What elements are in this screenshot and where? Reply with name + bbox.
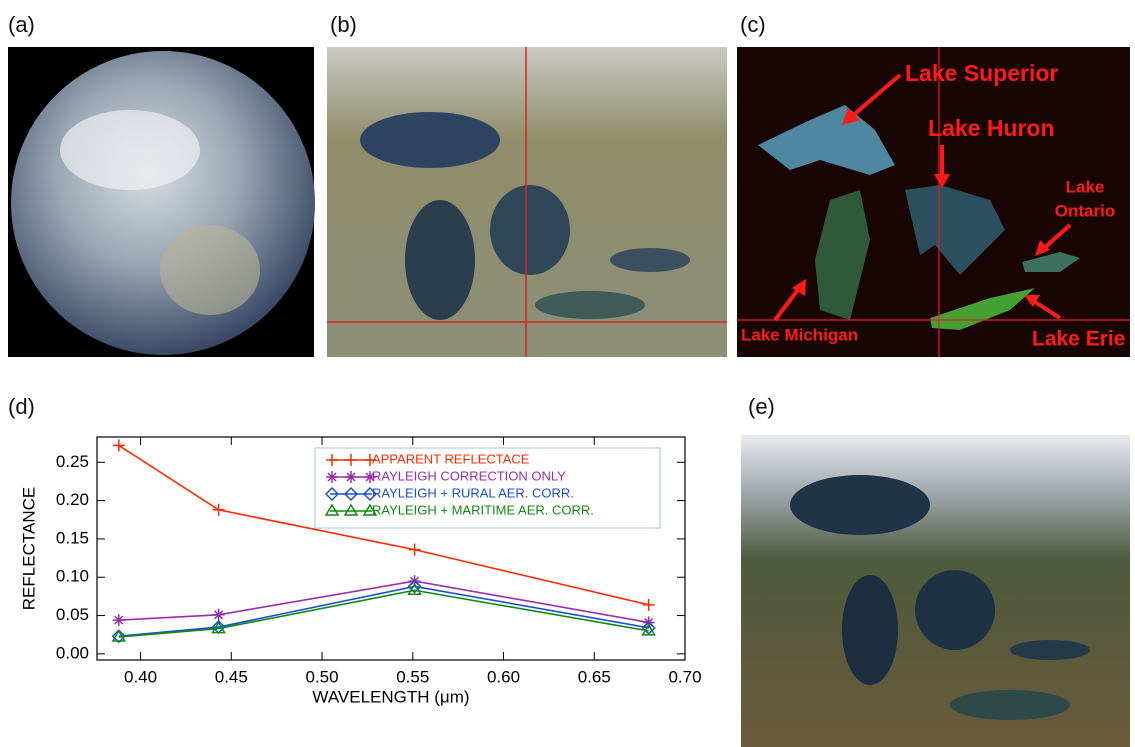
chart: 0.00 0.05 0.10 0.15 0.20 0.25 0.40 0.45 0.50 0.55… — [19, 437, 701, 706]
globe — [11, 51, 315, 355]
legend-label: APPARENT REFLECTACE — [372, 451, 530, 466]
land — [160, 225, 260, 315]
y-tick-label: 0.10 — [56, 567, 89, 586]
x-tick-label: 0.70 — [668, 667, 701, 686]
lake — [790, 475, 930, 535]
figure: (a) (b) (c) Lake Superior Lake Huron Lak… — [0, 0, 1135, 747]
legend-label: RAYLEIGH + MARITIME AER. CORR. — [372, 502, 594, 517]
x-tick-label: 0.65 — [578, 667, 611, 686]
lake — [1010, 640, 1090, 660]
lake — [535, 291, 645, 319]
annotation: Lake Michigan — [741, 325, 858, 344]
series-line — [119, 586, 649, 636]
marker — [213, 609, 225, 621]
marker — [643, 599, 655, 611]
y-tick-label: 0.15 — [56, 528, 89, 547]
x-tick-label: 0.45 — [215, 667, 248, 686]
marker — [113, 439, 125, 451]
y-tick-label: 0.20 — [56, 490, 89, 509]
y-tick-label: 0.05 — [56, 605, 89, 624]
lake — [842, 575, 898, 685]
marker — [213, 504, 225, 516]
annotation: Lake — [1066, 177, 1105, 196]
marker — [409, 544, 421, 556]
y-tick-label: 0.00 — [56, 643, 89, 662]
lake — [610, 248, 690, 272]
lake — [405, 200, 475, 320]
x-axis-label: WAVELENGTH (μm) — [312, 687, 469, 706]
lake — [360, 112, 500, 168]
legend-label: RAYLEIGH CORRECTION ONLY — [372, 468, 566, 483]
cloud — [60, 110, 200, 190]
legend-label: RAYLEIGH + RURAL AER. CORR. — [372, 485, 574, 500]
lake — [950, 690, 1070, 720]
x-tick-label: 0.40 — [124, 667, 157, 686]
series-line — [119, 581, 649, 622]
marker — [113, 614, 125, 626]
panel-label: (a) — [8, 12, 35, 37]
x-tick-label: 0.60 — [487, 667, 520, 686]
panel-label: (d) — [8, 394, 35, 419]
lake — [915, 570, 995, 650]
legend: APPARENT REFLECTACE RAYLEIGH CORRECTION O… — [315, 448, 660, 528]
y-tick-label: 0.25 — [56, 452, 89, 471]
annotation: Lake Erie — [1032, 328, 1125, 351]
panel-label: (c) — [740, 12, 766, 37]
y-axis-label: REFLECTANCE — [19, 487, 38, 610]
x-tick-label: 0.50 — [305, 667, 338, 686]
panel-label: (e) — [748, 394, 775, 419]
panel-label: (b) — [330, 12, 357, 37]
annotation: Lake Huron — [928, 115, 1055, 141]
annotation: Ontario — [1055, 201, 1115, 220]
lake — [490, 185, 570, 275]
x-tick-label: 0.55 — [396, 667, 429, 686]
annotation: Lake Superior — [905, 60, 1058, 86]
